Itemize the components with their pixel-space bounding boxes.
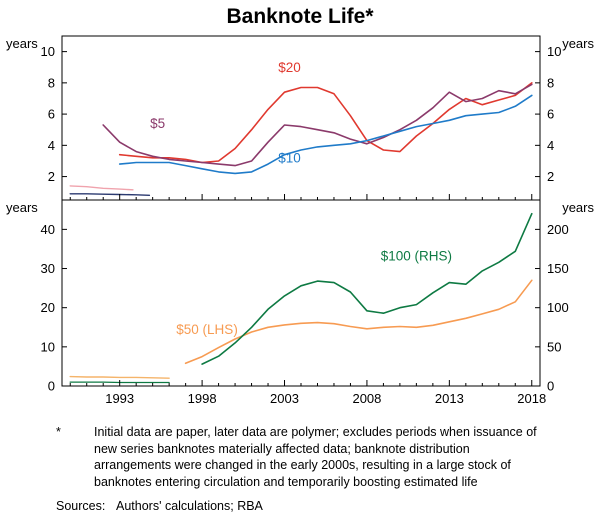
series-line-20-paper <box>69 185 134 191</box>
right-tick-label: 4 <box>547 138 554 153</box>
right-axis-unit: years <box>562 36 594 51</box>
series-label: $100 (RHS) <box>381 249 452 264</box>
sources-text: Authors' calculations; RBA <box>116 499 263 513</box>
right-axis-unit: years <box>562 200 594 215</box>
x-tick-label: 2003 <box>270 391 299 406</box>
left-tick-label: 6 <box>48 107 55 122</box>
right-tick-label: 6 <box>547 107 554 122</box>
right-tick-label: 8 <box>547 75 554 90</box>
x-tick-label: 1993 <box>105 391 134 406</box>
right-tick-label: 0 <box>547 379 554 394</box>
series-line-20-polymer <box>118 82 533 164</box>
footnote: * Initial data are paper, later data are… <box>0 420 600 490</box>
left-tick-label: 40 <box>41 222 55 237</box>
series-label: $50 (LHS) <box>176 322 238 337</box>
right-tick-label: 200 <box>547 222 569 237</box>
right-tick-label: 2 <box>547 169 554 184</box>
left-tick-label: 30 <box>41 261 55 276</box>
panel-frame-0 <box>61 35 541 201</box>
right-tick-label: 100 <box>547 300 569 315</box>
x-tick-label: 1998 <box>188 391 217 406</box>
x-tick-label: 2018 <box>517 391 546 406</box>
left-tick-label: 10 <box>41 44 55 59</box>
left-tick-label: 20 <box>41 300 55 315</box>
left-tick-label: 2 <box>48 169 55 184</box>
series-line-10-polymer <box>118 94 533 175</box>
x-tick-label: 2013 <box>435 391 464 406</box>
series-line-10-paper <box>69 193 151 197</box>
x-tick-label: 2008 <box>352 391 381 406</box>
left-tick-label: 10 <box>41 339 55 354</box>
left-tick-label: 0 <box>48 379 55 394</box>
right-tick-label: 150 <box>547 261 569 276</box>
series-label: $10 <box>278 151 301 166</box>
series-label: $20 <box>278 60 301 75</box>
footnote-marker: * <box>56 425 61 439</box>
sources-label: Sources: <box>56 499 106 513</box>
left-axis-unit: years <box>6 36 38 51</box>
sources-line: Sources: Authors' calculations; RBA <box>0 490 600 513</box>
chart-title: Banknote Life* <box>226 5 374 28</box>
left-axis-unit: years <box>6 200 38 215</box>
series-line-100-polymer <box>201 212 533 365</box>
series-line-5-polymer <box>102 83 533 167</box>
left-tick-label: 8 <box>48 75 55 90</box>
right-tick-label: 10 <box>547 44 561 59</box>
series-label: $5 <box>150 116 165 131</box>
series-line-50-paper <box>69 375 170 379</box>
footnote-text: Initial data are paper, later data are p… <box>94 425 537 489</box>
left-tick-label: 4 <box>48 138 55 153</box>
right-tick-label: 50 <box>547 339 561 354</box>
panel-frame-1 <box>61 199 541 387</box>
